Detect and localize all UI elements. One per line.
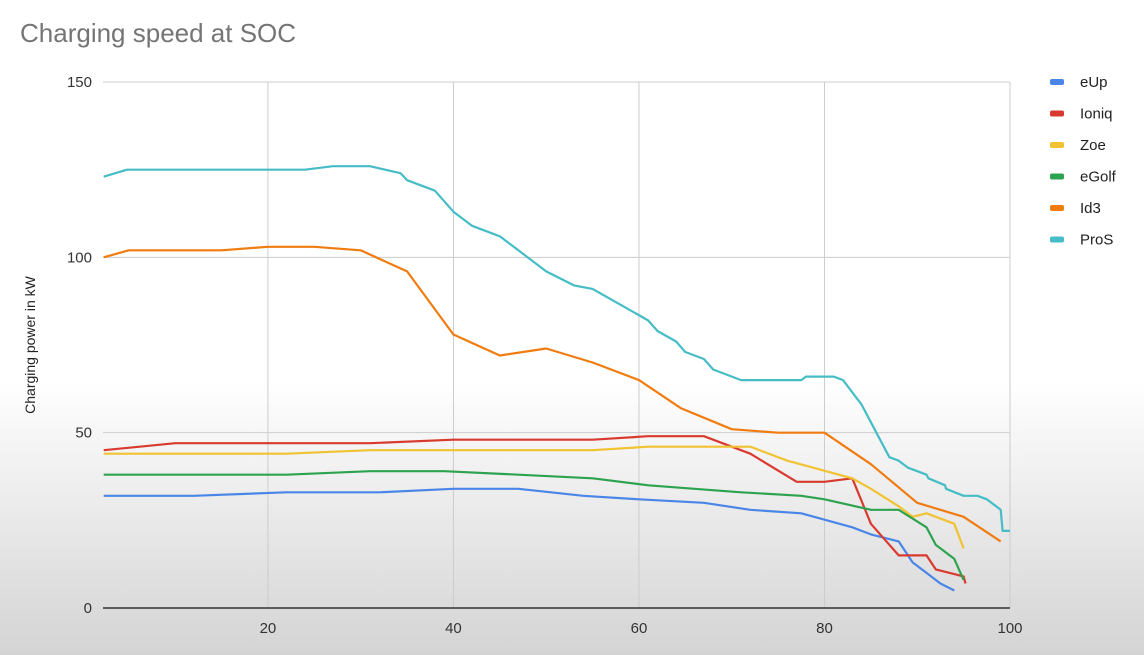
legend-swatch-zoe [1050,142,1064,148]
series-line-ioniq [103,435,967,584]
legend-label-egolf: eGolf [1080,169,1117,186]
y-axis-label: Charging power in kW [22,275,38,414]
legend-label-ioniq: Ioniq [1080,106,1113,123]
series-line-egolf [103,470,965,581]
legend-label-pros: ProS [1080,232,1113,249]
x-tick-label: 60 [631,620,648,637]
legend-swatch-eup [1050,79,1064,85]
series-line-eup [103,487,955,592]
y-tick-label: 150 [67,74,92,91]
x-tick-label: 80 [816,620,833,637]
legend-swatch-id3 [1050,205,1064,211]
series-line-zoe [103,445,965,549]
legend-swatch-pros [1050,236,1064,243]
series-line-pros [103,165,1010,533]
y-tick-label: 100 [67,249,92,266]
chart-title: Charging speed at SOC [20,18,297,48]
legend-label-zoe: Zoe [1080,137,1106,154]
legend-swatch-egolf [1050,173,1064,180]
x-tick-label: 20 [260,620,277,637]
legend-label-eup: eUp [1080,74,1108,91]
x-tick-label: 40 [445,620,462,637]
series-line-id3 [103,245,1002,543]
legend-label-id3: Id3 [1080,200,1101,217]
y-tick-label: 50 [75,425,92,442]
legend-swatch-ioniq [1050,110,1064,117]
x-tick-label: 100 [997,620,1022,637]
y-tick-label: 0 [84,600,92,617]
